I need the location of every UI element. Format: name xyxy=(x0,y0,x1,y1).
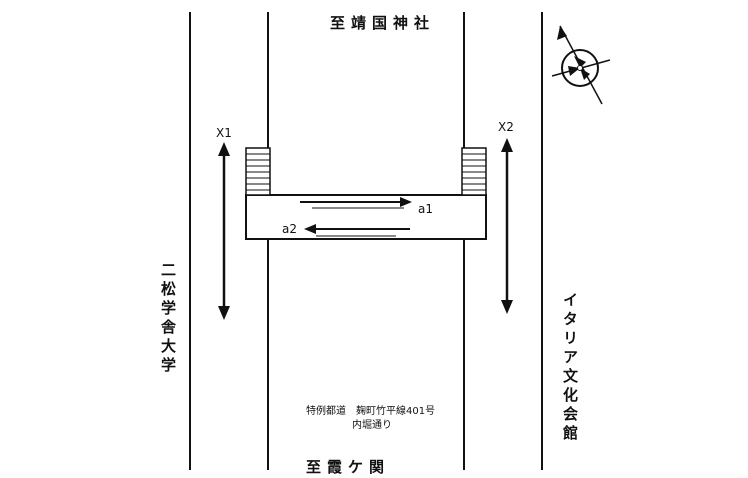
road-name-line1: 特例都道 麹町竹平線401号 xyxy=(306,406,436,417)
x2-double-arrow xyxy=(501,138,513,314)
east-building-label: イタリア文化会館 xyxy=(561,292,579,444)
north-arrow-compass-icon xyxy=(551,25,611,105)
east-staircase xyxy=(461,147,487,196)
west-staircase xyxy=(245,147,271,196)
road-name-line2: 内堀通り xyxy=(352,420,392,431)
west-building-label: 二松学舎大学 xyxy=(159,262,177,376)
a2-label: a2 xyxy=(282,222,297,236)
a1-direction-arrow xyxy=(300,197,412,209)
south-destination-label: 至霞ケ関 xyxy=(306,458,391,476)
x2-label: X2 xyxy=(498,120,514,134)
north-destination-label: 至靖国神社 xyxy=(330,14,436,32)
x1-double-arrow xyxy=(218,142,230,320)
x1-label: X1 xyxy=(216,126,232,140)
a2-direction-arrow xyxy=(304,224,410,237)
a1-label: a1 xyxy=(418,202,433,216)
